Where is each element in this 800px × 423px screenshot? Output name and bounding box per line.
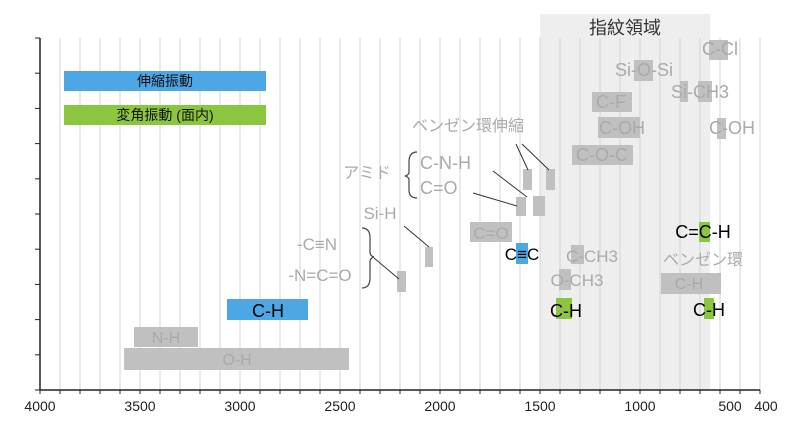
x-tick-label: 1500 bbox=[524, 398, 555, 414]
band-label-cch: C=C-H bbox=[675, 222, 731, 242]
legend-swatch-stretch bbox=[64, 71, 266, 91]
benzene-stretch-leader-1 bbox=[515, 143, 529, 171]
band-label-amide_cnh: C-N-H bbox=[420, 153, 471, 173]
band-2 bbox=[227, 299, 308, 320]
band-label-ch_stretch: C-H bbox=[252, 301, 284, 321]
band-3 bbox=[397, 271, 406, 292]
amide-co-leader bbox=[472, 192, 518, 207]
band-22 bbox=[699, 222, 710, 242]
band-label-o_ch3: O-CH3 bbox=[551, 271, 604, 290]
band-label-oh: O-H bbox=[222, 352, 251, 369]
band-5 bbox=[470, 222, 512, 242]
band-label-nco: -N=C=O bbox=[288, 266, 351, 285]
band-1 bbox=[134, 327, 198, 347]
band-label-nh: N-H bbox=[152, 330, 180, 347]
band-label-benzene_stretch: ベンゼン環伸縮 bbox=[412, 117, 524, 135]
band-label-cc_triple: C≡C bbox=[505, 245, 539, 264]
band-label-c_oh_2: C-OH bbox=[709, 118, 755, 138]
band-label-amide: アミド bbox=[343, 165, 391, 182]
band-labels: アミド C-N-H C=O ベンゼン環伸縮 Si-H -C≡N -N=C=O C=O C≡C C-… bbox=[152, 39, 755, 369]
grid bbox=[59, 38, 761, 390]
x-tick-labels: 4000 3500 3000 2500 2000 1500 1000 500 400 bbox=[24, 398, 777, 414]
band-label-cn: -C≡N bbox=[297, 235, 337, 254]
band-19 bbox=[698, 81, 712, 102]
legend-label-stretch: 伸縮振動 bbox=[137, 73, 193, 89]
band-label-co_gray: C=O bbox=[473, 224, 508, 243]
band-label-ch_bend_2: C-H bbox=[693, 300, 725, 320]
x-tick-label: 2500 bbox=[324, 398, 355, 414]
band-label-sih: Si-H bbox=[363, 204, 396, 223]
band-6 bbox=[516, 243, 528, 264]
band-21 bbox=[717, 118, 726, 139]
x-tick-label: 400 bbox=[754, 398, 778, 414]
x-tick-label: 3500 bbox=[124, 398, 155, 414]
fingerprint-region bbox=[540, 14, 710, 390]
band-7 bbox=[516, 197, 526, 216]
band-label-coc: C-O-C bbox=[576, 145, 628, 165]
benzene-stretch-leader-2 bbox=[521, 143, 550, 171]
sih-leader bbox=[403, 225, 430, 248]
band-24 bbox=[704, 298, 714, 319]
band-label-cf: C-F bbox=[596, 92, 626, 112]
x-tick-label: 2000 bbox=[424, 398, 455, 414]
band-16 bbox=[592, 92, 632, 112]
band-23 bbox=[661, 273, 721, 294]
band-4 bbox=[425, 247, 433, 267]
band-15 bbox=[598, 117, 640, 138]
amide-cnh-leader bbox=[492, 170, 528, 198]
x-tick-label: 1000 bbox=[624, 398, 655, 414]
band-9 bbox=[523, 169, 532, 190]
band-8 bbox=[533, 196, 545, 216]
band-label-amide_co: C=O bbox=[420, 178, 458, 198]
band-label-ccl: C-Cl bbox=[702, 39, 738, 59]
band-18 bbox=[680, 81, 688, 102]
axes bbox=[35, 37, 761, 394]
band-17 bbox=[634, 60, 653, 81]
legend-label-bend: 変角振動 (面内) bbox=[116, 107, 213, 123]
legend-swatch-bend bbox=[64, 105, 266, 125]
band-11 bbox=[556, 298, 572, 319]
x-tick-label: 4000 bbox=[24, 398, 55, 414]
band-13 bbox=[559, 269, 571, 290]
nitrile-leader bbox=[373, 257, 400, 280]
fingerprint-region-label: 指紋領域 bbox=[589, 18, 661, 38]
band-label-si_ch3: Si-CH3 bbox=[671, 82, 729, 102]
band-label-benzene: ベンゼン環 bbox=[663, 251, 743, 269]
band-label-si_o_si: Si-O-Si bbox=[615, 60, 673, 80]
band-12 bbox=[571, 245, 584, 264]
nitrile-bracket bbox=[361, 227, 375, 289]
x-tick-label: 500 bbox=[718, 398, 742, 414]
band-label-c_ch3: C-CH3 bbox=[566, 247, 618, 266]
brackets bbox=[361, 143, 550, 289]
band-20 bbox=[709, 40, 728, 60]
band-label-ch_bend_1: C-H bbox=[550, 301, 582, 321]
band-14 bbox=[572, 145, 633, 165]
x-tick-label: 3000 bbox=[224, 398, 255, 414]
band-label-ch_gray: C-H bbox=[675, 276, 703, 293]
amide-bracket bbox=[404, 151, 418, 199]
band-0 bbox=[124, 348, 349, 370]
band-10 bbox=[546, 169, 555, 190]
band-label-c_oh: C-OH bbox=[599, 118, 645, 138]
bands bbox=[124, 40, 728, 370]
